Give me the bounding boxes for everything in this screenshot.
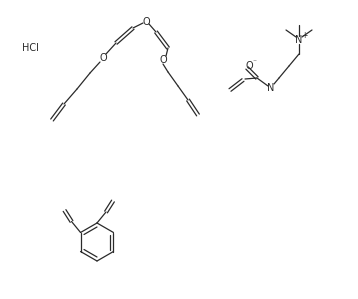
Text: N: N xyxy=(295,35,303,45)
Text: N: N xyxy=(267,83,275,93)
Text: O: O xyxy=(99,53,107,63)
Text: O: O xyxy=(159,55,167,65)
Text: +: + xyxy=(301,31,307,40)
Text: O: O xyxy=(245,61,253,71)
Text: HCl: HCl xyxy=(22,43,39,53)
Text: ⁻: ⁻ xyxy=(252,57,256,66)
Text: O: O xyxy=(142,17,150,27)
